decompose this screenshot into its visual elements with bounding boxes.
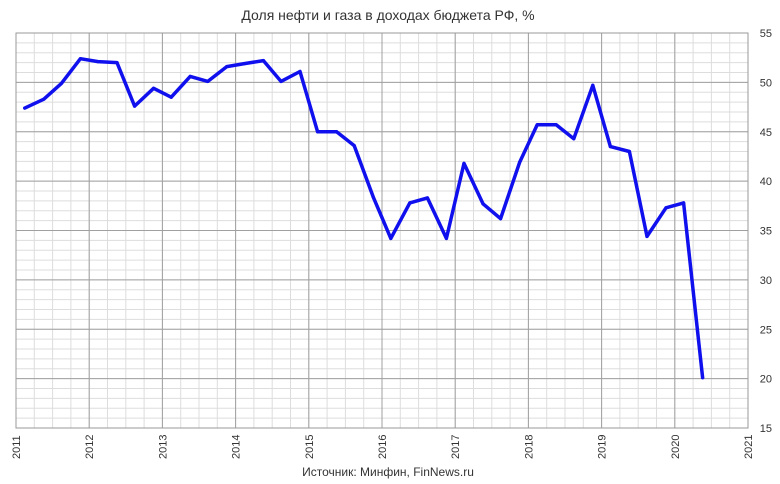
- data-point: [23, 106, 27, 110]
- data-point: [425, 196, 429, 200]
- x-tick-label: 2011: [11, 435, 23, 459]
- plot-frame: [15, 32, 749, 429]
- x-tick-label: 2016: [377, 435, 389, 459]
- data-point: [608, 144, 612, 149]
- y-tick-label: 15: [760, 423, 772, 435]
- data-point: [645, 234, 649, 239]
- data-point: [664, 206, 668, 210]
- data-point: [169, 95, 173, 99]
- data-point: [152, 86, 156, 90]
- x-tick-label: 2012: [84, 435, 96, 459]
- data-point: [42, 97, 46, 101]
- data-point: [408, 201, 412, 205]
- data-point: [462, 161, 466, 165]
- data-point: [315, 130, 320, 134]
- x-axis: 2011 2012 2013 2014 2015 2016 2017 2018 2019 2020…: [11, 435, 755, 459]
- data-point: [225, 64, 229, 69]
- data-point: [335, 130, 339, 134]
- data-points: [23, 57, 705, 380]
- data-point: [188, 74, 192, 79]
- data-point: [96, 60, 100, 64]
- x-tick-label: 2014: [231, 435, 243, 459]
- x-tick-label: 2013: [157, 435, 169, 459]
- y-tick-label: 45: [760, 127, 772, 139]
- x-tick-label: 2021: [743, 435, 755, 459]
- y-tick-label: 50: [760, 77, 772, 89]
- x-tick-label: 2015: [304, 435, 316, 459]
- x-tick-label: 2017: [450, 435, 462, 459]
- data-point: [572, 137, 576, 141]
- y-tick-label: 20: [760, 374, 772, 386]
- data-point: [371, 195, 375, 199]
- y-tick-label: 30: [760, 275, 772, 287]
- y-tick-label: 25: [760, 324, 772, 336]
- data-point: [279, 79, 283, 83]
- chart-title: Доля нефти и газа в доходах бюджета РФ, …: [241, 7, 534, 23]
- y-tick-label: 35: [760, 226, 772, 238]
- data-point: [535, 123, 539, 127]
- data-point: [352, 143, 356, 148]
- data-point: [261, 59, 266, 63]
- x-tick-label: 2019: [597, 435, 609, 459]
- data-point: [298, 69, 302, 74]
- chart-source: Источник: Минфин, FinNews.ru: [302, 465, 474, 479]
- data-point: [115, 61, 119, 65]
- data-point: [627, 149, 632, 154]
- data-point: [498, 217, 503, 221]
- data-point: [518, 160, 522, 164]
- data-point: [132, 104, 137, 108]
- y-tick-label: 40: [760, 176, 772, 188]
- data-point: [444, 236, 449, 240]
- series-line: [23, 56, 705, 380]
- data-point: [591, 83, 595, 87]
- y-tick-label: 55: [760, 28, 772, 40]
- data-point: [681, 201, 686, 205]
- data-point: [554, 123, 558, 127]
- data-point: [701, 376, 705, 380]
- data-point: [389, 236, 393, 240]
- x-tick-label: 2018: [523, 435, 535, 459]
- data-point: [242, 62, 246, 66]
- data-point: [78, 57, 83, 61]
- x-tick-label: 2020: [670, 435, 682, 459]
- y-axis: 15 20 25 30 35 40 45 50 55: [760, 28, 772, 435]
- data-point: [206, 79, 210, 83]
- data-point: [59, 81, 63, 85]
- data-point: [481, 202, 485, 206]
